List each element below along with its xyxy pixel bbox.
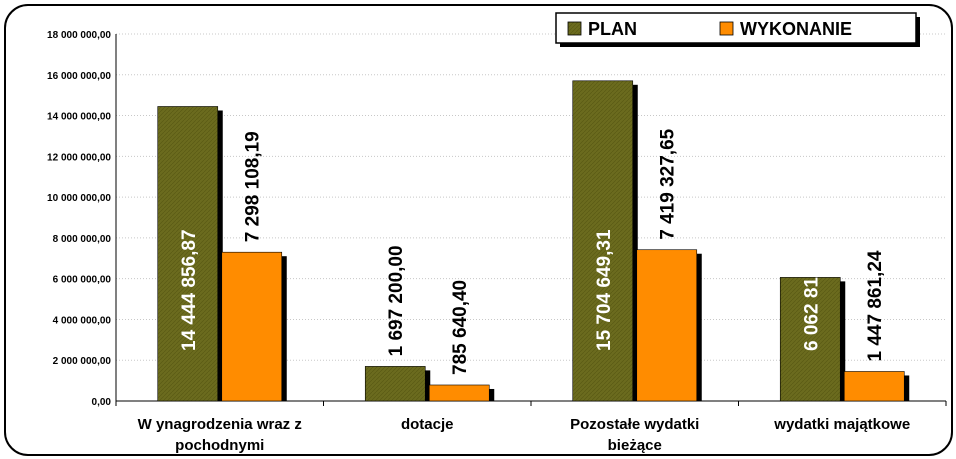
legend-label: WYKONANIE — [740, 19, 852, 39]
y-tick-label: 4 000 000,00 — [53, 315, 112, 326]
data-label: 15 704 649,31 — [594, 229, 615, 351]
wykonanie-bar-3 — [843, 371, 905, 402]
legend-swatch-0 — [567, 21, 582, 36]
category-label: Pozostałe wydatki — [570, 416, 699, 433]
category-label: wydatki majątkowe — [773, 416, 910, 433]
y-tick-label: 8 000 000,00 — [53, 234, 112, 245]
data-label: 7 298 108,19 — [243, 131, 264, 242]
data-label: 6 062 818,21 — [801, 240, 822, 351]
y-tick-label: 10 000 000,00 — [47, 193, 111, 204]
y-tick-label: 2 000 000,00 — [53, 356, 112, 367]
data-label: 7 419 327,65 — [658, 128, 679, 239]
legend-label: PLAN — [588, 19, 637, 39]
y-tick-label: 6 000 000,00 — [53, 275, 112, 286]
legend-box — [555, 12, 917, 44]
category-label: bieżące — [608, 437, 662, 454]
wykonanie-bar-0 — [221, 251, 283, 402]
category-label: pochodnymi — [175, 437, 264, 454]
plan-bar-1 — [364, 366, 426, 402]
wykonanie-bar-1 — [428, 384, 490, 402]
plan-bar-2 — [572, 80, 634, 402]
category-label: dotacje — [401, 416, 454, 433]
y-tick-label: 0,00 — [92, 397, 112, 408]
plan-bar-3 — [779, 277, 841, 402]
plan-bar-0 — [157, 106, 219, 402]
y-tick-label: 12 000 000,00 — [47, 152, 111, 163]
y-tick-label: 16 000 000,00 — [47, 71, 111, 82]
data-label: 14 444 856,87 — [179, 229, 200, 351]
y-tick-label: 18 000 000,00 — [47, 30, 111, 41]
y-tick-label: 14 000 000,00 — [47, 112, 111, 123]
data-label: 1 697 200,00 — [386, 245, 407, 356]
category-label: W ynagrodzenia wraz z — [138, 416, 302, 433]
legend-swatch-1 — [719, 21, 734, 36]
data-label: 785 640,40 — [450, 280, 471, 375]
data-label: 1 447 861,24 — [865, 250, 886, 361]
wykonanie-bar-2 — [636, 249, 698, 402]
